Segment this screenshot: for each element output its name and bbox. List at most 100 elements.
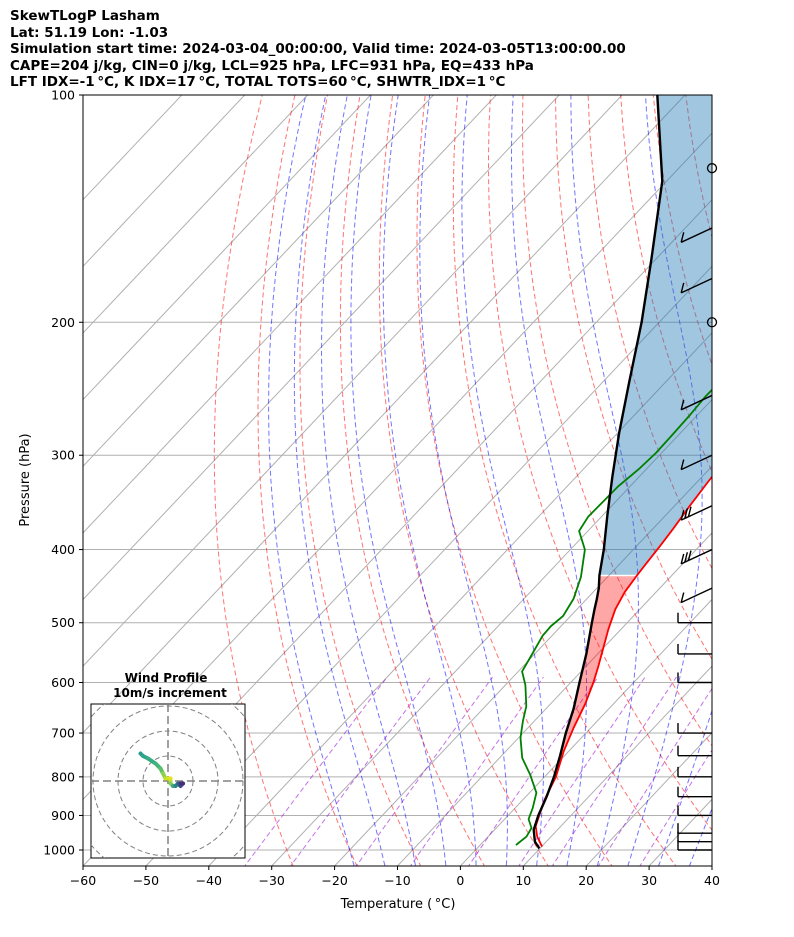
isotherm-line	[333, 465, 712, 866]
wind-barb-flag	[680, 553, 685, 565]
wind-barb	[677, 612, 712, 624]
x-tick-label: −50	[133, 873, 159, 888]
dry-adiabat	[587, 95, 712, 570]
wind-barb	[680, 227, 713, 243]
x-tick-label: 10	[515, 873, 531, 888]
isotherm-line	[396, 532, 712, 866]
x-axis-label: Temperature ( °C)	[340, 897, 456, 912]
cape-fill-upper	[599, 95, 712, 575]
dry-adiabat	[620, 95, 712, 473]
isotherm-line	[83, 95, 309, 334]
y-tick-label: 100	[51, 88, 75, 103]
isotherm-line	[83, 95, 372, 401]
wind-barb-flag	[687, 506, 692, 517]
wind-barb-shaft	[680, 548, 713, 565]
y-tick-label: 300	[51, 448, 75, 463]
wind-barb	[680, 548, 713, 565]
x-tick-label: −30	[259, 873, 285, 888]
dry-adiabat	[378, 95, 549, 866]
isotherm-line	[459, 598, 712, 866]
header-line-location: Lat: 51.19 Lon: -1.03	[10, 24, 169, 41]
dry-adiabat	[452, 95, 677, 866]
y-tick-label: 900	[51, 808, 75, 823]
wind-barb-flag	[684, 508, 689, 519]
dry-adiabat	[521, 95, 712, 747]
isotherm-line	[522, 665, 712, 866]
isotherm-line	[83, 95, 686, 734]
wind-barb-flag	[680, 282, 685, 294]
wind-barb-shaft	[680, 454, 713, 471]
wind-barb-flag	[680, 592, 685, 603]
x-tick-label: 20	[578, 873, 594, 888]
x-tick-label: −20	[321, 873, 347, 888]
wind-barb	[680, 587, 713, 604]
wind-barb-flag	[680, 459, 685, 470]
wind-barb-flag	[680, 232, 685, 243]
moist-adiabat	[714, 78, 794, 881]
y-tick-label: 600	[51, 675, 75, 690]
wind-barb-flag	[680, 399, 685, 410]
wind-barb-shaft	[680, 587, 713, 604]
moist-adiabat	[419, 95, 508, 866]
header-line-times: Simulation start time: 2024-03-04_00:00:…	[10, 41, 626, 57]
wind-barb	[677, 766, 712, 778]
moist-adiabat	[627, 95, 703, 866]
wind-barb-shaft	[680, 394, 713, 411]
isotherm-line	[83, 95, 435, 467]
hodograph: Wind Profile 10m/s increment	[90, 671, 246, 859]
profile-lines	[515, 95, 712, 850]
moist-adiabat	[350, 95, 447, 866]
dry-adiabat	[257, 95, 358, 866]
hodograph-title: Wind Profile	[125, 671, 208, 685]
wind-barb	[677, 786, 712, 798]
wind-barb-calm	[706, 317, 718, 328]
isotherm-line	[83, 95, 623, 667]
y-tick-label: 800	[51, 769, 75, 784]
wind-barbs	[677, 163, 718, 851]
isotherm-line	[271, 398, 712, 866]
dry-adiabat	[714, 61, 794, 882]
y-tick-label: 700	[51, 726, 75, 741]
moist-adiabat	[320, 95, 417, 866]
mixing-ratio-line	[518, 676, 646, 866]
dry-adiabat	[777, 61, 794, 882]
x-tick-label: 0	[456, 873, 464, 888]
moist-adiabat	[510, 95, 587, 866]
wind-barb	[680, 505, 713, 521]
axes: −60 −50 −40 −30 −20 −10 0 10 20 30 40 100 200 300 400 5…	[43, 88, 720, 889]
isotherm-line	[761, 60, 794, 881]
dry-adiabat	[339, 95, 486, 866]
header-line-indices: LFT IDX=-1 °C, K IDX=17 °C, TOTAL TOTS=6…	[10, 74, 506, 90]
wind-barb	[680, 277, 713, 294]
wind-barb-flag	[684, 552, 689, 563]
wind-barb-shaft	[680, 227, 713, 243]
y-tick-label: 500	[51, 615, 75, 630]
y-tick-label: 400	[51, 542, 75, 557]
dry-adiabat	[746, 61, 794, 882]
wind-barb	[677, 840, 712, 851]
wind-barb	[680, 454, 713, 471]
moist-adiabat	[570, 95, 639, 866]
x-tick-label: −60	[70, 873, 96, 888]
mixing-ratio-line	[289, 676, 432, 866]
header-line-cape: CAPE=204 j/kg, CIN=0 j/kg, LCL=925 hPa, …	[10, 57, 534, 74]
mixing-ratio-line	[467, 676, 599, 866]
wind-barb-shaft	[680, 277, 713, 294]
x-tick-label: 30	[641, 873, 657, 888]
wind-barb	[680, 394, 713, 411]
hodograph-subtitle: 10m/s increment	[113, 686, 227, 700]
moist-adiabat	[382, 95, 477, 866]
moist-adiabat	[293, 95, 386, 866]
wind-barb	[677, 745, 712, 757]
wind-barb	[677, 672, 712, 684]
wind-barb	[677, 805, 712, 817]
y-tick-label: 1000	[43, 843, 75, 858]
x-tick-label: −10	[384, 873, 410, 888]
isotherm-line	[83, 95, 498, 534]
isotherm-line	[83, 95, 560, 601]
dry-adiabat	[213, 95, 294, 866]
parcel-line	[532, 95, 664, 850]
mixing-ratio-line	[355, 676, 494, 866]
y-tick-label: 200	[51, 315, 75, 330]
